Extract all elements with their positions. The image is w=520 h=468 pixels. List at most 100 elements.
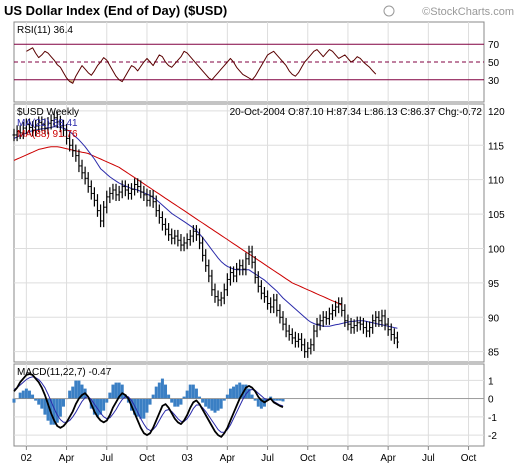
x-tick-label: Apr bbox=[380, 453, 396, 464]
macd-histogram-bar bbox=[120, 384, 124, 399]
macd-histogram-bar bbox=[170, 398, 174, 403]
macd-histogram-bar bbox=[102, 398, 106, 411]
macd-histogram-bar bbox=[117, 382, 121, 399]
macd-histogram-bar bbox=[111, 384, 115, 399]
macd-histogram-bar bbox=[228, 388, 232, 399]
macd-histogram-bar bbox=[278, 398, 282, 401]
price-tick-label: 110 bbox=[488, 176, 504, 187]
macd-histogram-bar bbox=[160, 378, 164, 399]
price-tick-label: 95 bbox=[488, 279, 500, 290]
macd-histogram-bar bbox=[167, 394, 171, 399]
macd-histogram-bar bbox=[61, 398, 65, 407]
macd-histogram-bar bbox=[99, 398, 103, 415]
macd-histogram-bar bbox=[148, 398, 152, 405]
macd-histogram-bar bbox=[222, 398, 226, 401]
macd-histogram-bar bbox=[80, 384, 84, 399]
price-tick-label: 120 bbox=[488, 107, 505, 118]
macd-histogram-bar bbox=[74, 380, 78, 399]
macd-histogram-bar bbox=[164, 384, 168, 399]
macd-histogram-bar bbox=[154, 386, 158, 399]
macd-histogram-bar bbox=[201, 398, 205, 403]
price-tick-label: 105 bbox=[488, 210, 505, 221]
macd-histogram-bar bbox=[55, 398, 59, 423]
macd-tick-label: -2 bbox=[488, 431, 497, 442]
macd-histogram-bar bbox=[219, 398, 223, 409]
macd-histogram-bar bbox=[253, 398, 257, 401]
macd-histogram-bar bbox=[108, 392, 112, 399]
macd-histogram-bar bbox=[179, 398, 183, 405]
macd-histogram-bar bbox=[204, 398, 208, 407]
macd-line bbox=[13, 373, 284, 438]
macd-histogram-bar bbox=[198, 396, 202, 399]
rsi-line bbox=[26, 47, 377, 84]
x-tick-label: Apr bbox=[59, 453, 75, 464]
macd-histogram-bar bbox=[43, 398, 47, 415]
macd-histogram-bar bbox=[40, 398, 44, 409]
price-tick-label: 115 bbox=[488, 141, 504, 152]
macd-histogram-bar bbox=[235, 384, 239, 399]
price-frame bbox=[13, 103, 485, 363]
price-tick-label: 90 bbox=[488, 313, 500, 324]
macd-histogram-bar bbox=[77, 380, 81, 399]
macd-histogram-bar bbox=[24, 388, 28, 399]
macd-histogram-bar bbox=[207, 398, 211, 409]
macd-tick-label: -1 bbox=[488, 413, 497, 424]
x-tick-label: Oct bbox=[461, 453, 477, 464]
rsi-tick-label: 50 bbox=[488, 58, 500, 69]
ma22-legend: MA(22) 88.41 bbox=[17, 118, 78, 129]
macd-histogram-bar bbox=[210, 398, 214, 411]
macd-histogram-bar bbox=[272, 398, 276, 401]
rsi-tick-label: 70 bbox=[488, 40, 500, 51]
macd-label: MACD(11,22,7) -0.47 bbox=[17, 367, 112, 378]
macd-histogram-bar bbox=[232, 386, 236, 399]
macd-histogram-bar bbox=[18, 392, 22, 399]
macd-histogram-bar bbox=[151, 394, 155, 399]
rsi-panel: 30 50 70 RSI(11) 36.4 bbox=[13, 21, 500, 103]
price-panel: 85 90 95 100 105 110 115 120 $USD Weekly 20-Oct-2… bbox=[12, 103, 505, 363]
x-axis: 02 Apr Jul Oct 03 Apr Jul Oct 04 Apr Jul Oct bbox=[21, 446, 477, 464]
x-tick-label: 03 bbox=[182, 453, 194, 464]
macd-signal-line bbox=[13, 376, 284, 433]
watermark: ©StockCharts.com bbox=[422, 6, 514, 18]
stockcharts-logo-icon bbox=[383, 5, 395, 17]
macd-panel: -2 -1 0 1 MACD(11,22,7) -0.47 bbox=[12, 363, 497, 447]
ma88-line bbox=[13, 146, 343, 306]
rsi-tick-label: 30 bbox=[488, 76, 500, 87]
macd-histogram-bar bbox=[188, 384, 192, 399]
macd-histogram-bar bbox=[71, 386, 75, 399]
macd-histogram-bar bbox=[34, 398, 38, 401]
macd-histogram-bar bbox=[139, 398, 143, 419]
x-tick-label: Oct bbox=[139, 453, 155, 464]
price-quote: 20-Oct-2004 O:87.10 H:87.34 L:86.13 C:86… bbox=[230, 107, 483, 118]
macd-histogram-bar bbox=[136, 398, 140, 417]
ma88-legend: MA(88) 91.76 bbox=[17, 129, 78, 140]
x-tick-label: 04 bbox=[342, 453, 354, 464]
price-tick-label: 85 bbox=[488, 348, 500, 359]
x-tick-label: Jul bbox=[422, 453, 435, 464]
x-tick-label: Jul bbox=[100, 453, 113, 464]
macd-histogram-bar bbox=[145, 398, 149, 413]
macd-histogram-bar bbox=[157, 382, 161, 399]
macd-histogram-bar bbox=[173, 398, 177, 407]
macd-histogram-bar bbox=[194, 388, 198, 399]
macd-histogram-bar bbox=[250, 394, 254, 399]
macd-histogram-bar bbox=[58, 398, 62, 417]
macd-histogram-bar bbox=[31, 394, 35, 399]
macd-histogram-bar bbox=[52, 398, 56, 425]
macd-histogram-bar bbox=[68, 390, 72, 399]
macd-histogram-bar bbox=[247, 388, 251, 399]
macd-histogram-bar bbox=[12, 398, 16, 403]
macd-tick-label: 1 bbox=[488, 376, 494, 387]
macd-tick-label: 0 bbox=[488, 395, 494, 406]
macd-histogram-bar bbox=[269, 396, 273, 399]
macd-histogram-bar bbox=[244, 384, 248, 399]
macd-histogram-bar bbox=[281, 398, 285, 402]
macd-histogram-bar bbox=[259, 398, 263, 409]
x-tick-label: 02 bbox=[21, 453, 33, 464]
macd-histogram-bar bbox=[238, 382, 242, 399]
x-tick-label: Apr bbox=[220, 453, 236, 464]
macd-histogram-bar bbox=[182, 396, 186, 399]
chart-title: US Dollar Index (End of Day) ($USD) bbox=[4, 3, 227, 18]
macd-histogram-bar bbox=[37, 398, 41, 405]
